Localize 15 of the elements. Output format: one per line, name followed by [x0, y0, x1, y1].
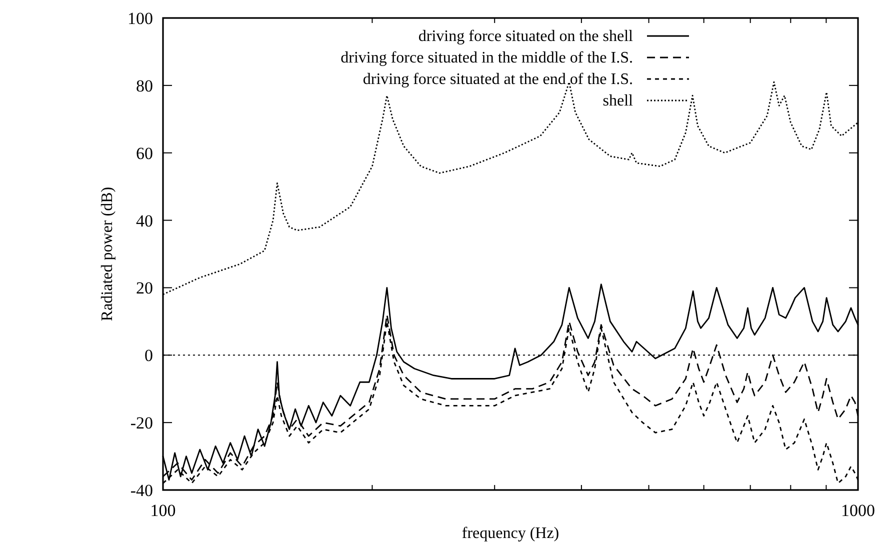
y-tick-label: 100: [128, 9, 153, 28]
y-tick-label: -20: [130, 414, 153, 433]
y-tick-label: 60: [136, 144, 153, 163]
x-tick-label: 1000: [841, 501, 875, 520]
y-axis-title: Radiated power (dB): [99, 186, 116, 322]
y-tick-label: 20: [136, 278, 153, 298]
legend-label: driving force situated in the middle of the I.S.: [340, 50, 633, 66]
y-tick-label: 40: [136, 211, 153, 230]
y-tick-label: 0: [144, 346, 153, 366]
legend-label: shell: [602, 92, 634, 110]
y-tick-label: 80: [136, 76, 153, 96]
y-tick-label: -40: [130, 481, 153, 500]
legend-label: driving force situated on the shell: [418, 28, 634, 45]
legend-label: driving force situated at the end of the I.S.: [362, 71, 633, 88]
x-axis-title: frequency (Hz): [462, 525, 560, 542]
